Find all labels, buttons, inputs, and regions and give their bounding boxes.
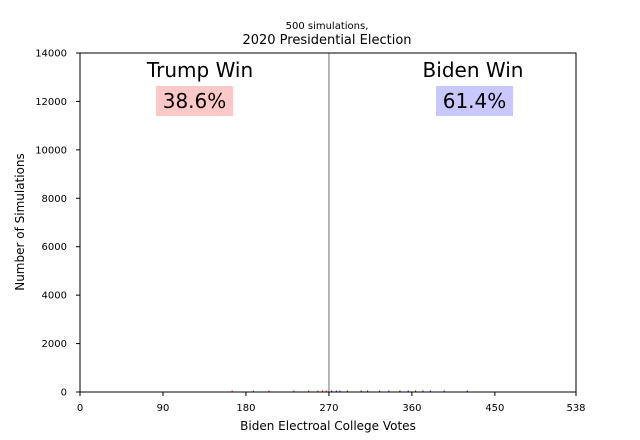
- plot-frame: [79, 52, 577, 393]
- bar-biden: [399, 390, 401, 392]
- y-tick-label: 8000: [42, 194, 67, 205]
- bar-trump: [317, 390, 319, 392]
- trump-pct-box: [156, 86, 233, 116]
- x-tick-label: 180: [236, 403, 255, 414]
- biden-win-label: Biden Win: [423, 58, 524, 82]
- bar-biden: [388, 390, 390, 392]
- x-axis: 0 90 180 270 360 450 538: [77, 392, 586, 414]
- x-tick-label: 0: [77, 403, 83, 414]
- bars-group: [231, 390, 468, 392]
- y-tick-label: 0: [61, 388, 67, 399]
- bar-biden: [466, 390, 468, 392]
- y-tick-label: 12000: [35, 97, 67, 108]
- plot-area: Trump Win 38.6% Biden Win 61.4%: [79, 52, 577, 393]
- x-tick-label: 90: [157, 403, 170, 414]
- biden-pct-box: [436, 86, 513, 116]
- bar-trump: [308, 390, 310, 392]
- bar-biden: [360, 390, 362, 392]
- y-tick-label: 4000: [42, 291, 67, 302]
- y-tick-label: 14000: [35, 49, 67, 60]
- bar-trump: [293, 390, 295, 392]
- x-tick-label: 450: [485, 403, 504, 414]
- x-axis-label: Biden Electroal College Votes: [240, 419, 416, 433]
- bar-trump: [231, 390, 233, 392]
- bar-biden: [367, 390, 369, 392]
- y-tick-label: 6000: [42, 242, 67, 253]
- y-tick-label: 10000: [35, 145, 67, 156]
- bar-trump: [325, 390, 327, 392]
- bar-biden: [443, 390, 445, 392]
- trump-win-label: Trump Win: [146, 58, 253, 82]
- trump-pct-label: 38.6%: [163, 89, 227, 113]
- bar-biden: [422, 390, 424, 392]
- bar-biden: [346, 390, 348, 392]
- y-tick-label: 2000: [42, 339, 67, 350]
- y-axis-label: Number of Simulations: [13, 153, 27, 291]
- bar-trump: [268, 390, 270, 392]
- bar-biden: [331, 390, 333, 392]
- bar-biden: [379, 390, 381, 392]
- bar-biden: [429, 390, 431, 392]
- bar-biden: [407, 390, 409, 392]
- chart-supertitle: 500 simulations,: [286, 21, 369, 32]
- bar-trump: [321, 390, 323, 392]
- x-tick-label: 538: [566, 403, 585, 414]
- x-tick-label: 360: [402, 403, 421, 414]
- y-axis: 0 2000 4000 6000 8000 10000 12000 14000: [35, 49, 80, 399]
- bar-trump: [252, 390, 254, 392]
- biden-pct-label: 61.4%: [443, 89, 507, 113]
- x-tick-label: 270: [319, 403, 338, 414]
- bar-biden: [339, 390, 341, 392]
- bar-biden: [415, 390, 417, 392]
- bar-biden: [335, 390, 337, 392]
- chart-title: 2020 Presidential Election: [242, 33, 411, 48]
